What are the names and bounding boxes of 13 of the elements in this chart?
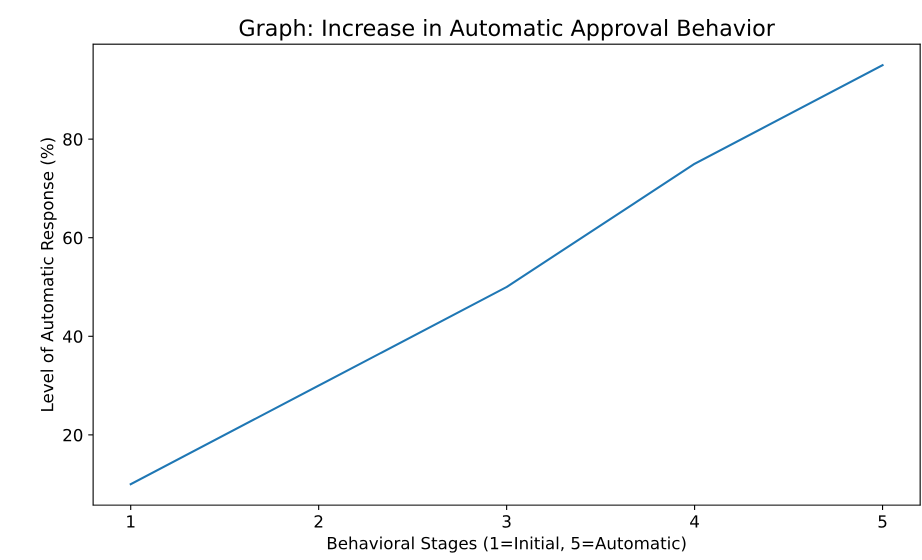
y-tick-label: 40 bbox=[63, 330, 82, 343]
y-tick-label: 80 bbox=[63, 133, 82, 146]
x-tick-label: 1 bbox=[127, 515, 134, 528]
chart-title: Graph: Increase in Automatic Approval Behavior bbox=[240, 19, 775, 41]
y-axis-title: Level of Automatic Response (%) bbox=[40, 138, 57, 411]
y-tick-label: 60 bbox=[63, 232, 82, 244]
line-series bbox=[130, 64, 884, 486]
x-axis-title: Behavioral Stages (1=Initial, 5=Automatic) bbox=[328, 536, 686, 553]
x-tick-label: 2 bbox=[314, 515, 322, 528]
y-tick-label: 20 bbox=[63, 428, 82, 442]
x-tick-label: 4 bbox=[690, 515, 699, 528]
x-tick-label: 3 bbox=[502, 515, 511, 528]
x-tick-label: 5 bbox=[878, 515, 886, 528]
